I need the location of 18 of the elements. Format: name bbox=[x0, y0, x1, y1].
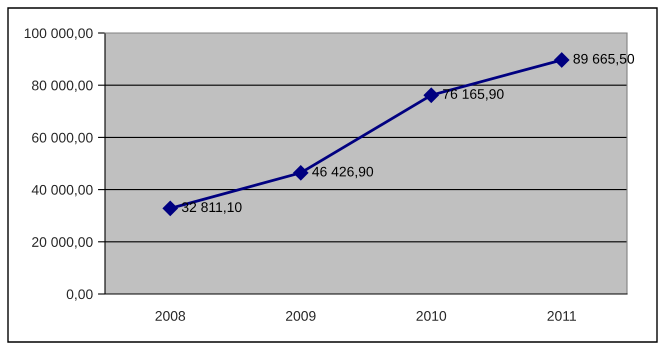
point bbox=[424, 88, 439, 103]
y-tick-label: 40 000,00 bbox=[32, 184, 93, 196]
data-label: 76 165,90 bbox=[443, 89, 504, 101]
data-label: 32 811,10 bbox=[182, 202, 242, 214]
point bbox=[554, 52, 570, 68]
y-tick-label: 80 000,00 bbox=[32, 80, 93, 92]
y-tick-label: 20 000,00 bbox=[32, 237, 93, 249]
x-tick-label: 2010 bbox=[416, 311, 446, 321]
data-label: 46 426,90 bbox=[312, 166, 374, 178]
point bbox=[293, 165, 308, 180]
x-tick-label: 2008 bbox=[156, 311, 186, 321]
y-tick-label: 0,00 bbox=[66, 289, 93, 301]
point bbox=[162, 200, 178, 216]
x-tick-label: 2009 bbox=[286, 311, 316, 321]
y-tick-label: 60 000,00 bbox=[32, 132, 93, 144]
data-label: 89 665,50 bbox=[573, 54, 634, 66]
x-tick-label: 2011 bbox=[548, 311, 576, 321]
y-tick-label: 100 000,00 bbox=[24, 28, 93, 40]
